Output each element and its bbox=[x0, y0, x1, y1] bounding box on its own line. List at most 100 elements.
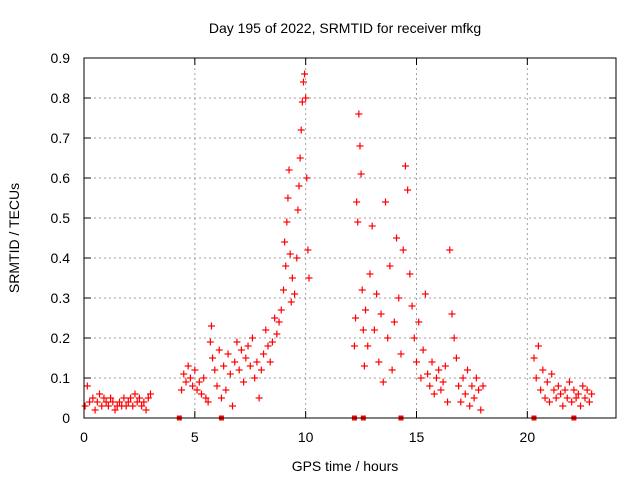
data-point bbox=[287, 298, 295, 306]
x-tick-label: 0 bbox=[80, 429, 88, 445]
data-point bbox=[206, 338, 214, 346]
data-point bbox=[579, 382, 587, 390]
data-point bbox=[446, 246, 454, 254]
data-point bbox=[437, 386, 445, 394]
data-point bbox=[455, 382, 463, 390]
data-point bbox=[472, 374, 480, 382]
y-tick-label: 0.8 bbox=[51, 90, 71, 106]
data-point bbox=[359, 326, 367, 334]
data-point bbox=[220, 362, 228, 370]
data-point bbox=[253, 358, 261, 366]
data-point bbox=[144, 394, 152, 402]
data-point bbox=[384, 334, 392, 342]
data-point bbox=[104, 402, 112, 410]
data-point bbox=[200, 374, 208, 382]
data-point bbox=[204, 398, 212, 406]
data-point bbox=[406, 270, 414, 278]
data-point bbox=[570, 386, 578, 394]
data-point bbox=[288, 274, 296, 282]
data-point bbox=[98, 402, 106, 410]
data-point bbox=[424, 370, 432, 378]
data-point bbox=[577, 402, 585, 410]
data-point bbox=[439, 378, 447, 386]
chart-title: Day 195 of 2022, SRMTID for receiver mfk… bbox=[209, 20, 481, 36]
data-point bbox=[452, 354, 460, 362]
data-point bbox=[537, 386, 545, 394]
data-point bbox=[410, 334, 418, 342]
data-point bbox=[138, 402, 146, 410]
data-point bbox=[375, 358, 383, 366]
data-point bbox=[140, 398, 148, 406]
y-tick-label: 0.9 bbox=[51, 50, 71, 66]
y-tick-label: 0.1 bbox=[51, 370, 71, 386]
data-point bbox=[280, 286, 287, 294]
data-point bbox=[135, 394, 143, 402]
data-point bbox=[303, 174, 311, 182]
data-point bbox=[461, 390, 469, 398]
data-point bbox=[358, 286, 366, 294]
data-point bbox=[107, 394, 115, 402]
data-point bbox=[235, 366, 243, 374]
data-point bbox=[202, 394, 210, 402]
data-point bbox=[213, 382, 221, 390]
data-point bbox=[222, 386, 230, 394]
data-point bbox=[83, 382, 91, 390]
data-point bbox=[397, 350, 405, 358]
data-point bbox=[182, 378, 190, 386]
data-point bbox=[195, 378, 203, 386]
data-point bbox=[408, 302, 416, 310]
data-point bbox=[275, 318, 283, 326]
data-point bbox=[124, 398, 132, 406]
data-point bbox=[426, 382, 434, 390]
data-point bbox=[86, 398, 94, 406]
data-point bbox=[284, 194, 292, 202]
data-point bbox=[350, 342, 358, 350]
y-tick-label: 0.7 bbox=[51, 130, 71, 146]
data-point bbox=[373, 290, 381, 298]
data-point bbox=[197, 390, 205, 398]
data-point bbox=[546, 398, 553, 406]
data-point bbox=[186, 374, 194, 382]
data-point bbox=[297, 126, 305, 134]
data-point bbox=[581, 394, 589, 402]
data-point bbox=[353, 198, 361, 206]
data-point bbox=[271, 314, 279, 322]
data-point bbox=[217, 394, 225, 402]
data-point bbox=[463, 366, 471, 374]
data-point bbox=[96, 390, 104, 398]
data-point bbox=[224, 350, 232, 358]
data-point bbox=[548, 370, 556, 378]
data-point bbox=[248, 334, 256, 342]
data-point bbox=[133, 398, 141, 406]
data-point bbox=[419, 346, 427, 354]
data-point bbox=[299, 78, 307, 86]
data-point bbox=[193, 386, 201, 394]
data-point bbox=[399, 246, 407, 254]
data-point bbox=[211, 366, 219, 374]
data-point bbox=[281, 238, 289, 246]
x-tick-label: 10 bbox=[298, 429, 314, 445]
data-point bbox=[298, 98, 306, 106]
data-point bbox=[565, 378, 573, 386]
data-point bbox=[231, 358, 239, 366]
data-point bbox=[552, 394, 560, 402]
x-axis-label: GPS time / hours bbox=[292, 458, 399, 474]
data-point bbox=[301, 70, 309, 78]
data-point bbox=[296, 154, 304, 162]
x-tick-label: 20 bbox=[520, 429, 536, 445]
data-point bbox=[561, 386, 569, 394]
data-point bbox=[357, 170, 365, 178]
data-point bbox=[479, 382, 487, 390]
data-point bbox=[305, 274, 313, 282]
data-point bbox=[244, 342, 252, 350]
data-point bbox=[93, 398, 101, 406]
data-point bbox=[147, 390, 154, 398]
data-point bbox=[291, 290, 299, 298]
data-point bbox=[355, 110, 363, 118]
data-point bbox=[356, 142, 364, 150]
data-point bbox=[142, 406, 150, 414]
data-point bbox=[286, 250, 294, 258]
data-point bbox=[415, 318, 423, 326]
data-point bbox=[466, 402, 474, 410]
data-point bbox=[477, 406, 485, 414]
